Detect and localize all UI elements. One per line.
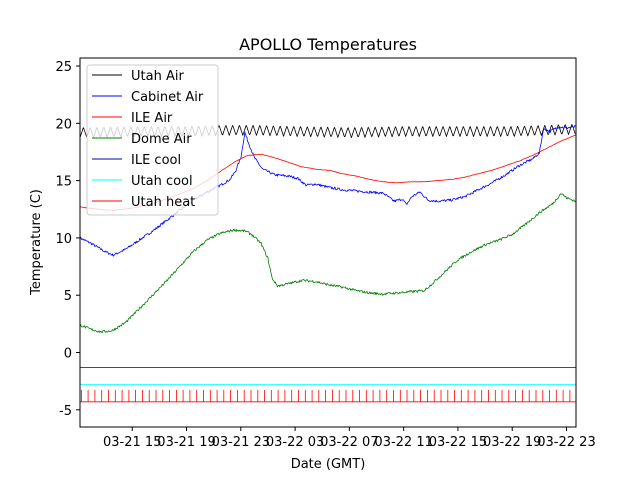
y-tick-label: 25 (55, 60, 72, 75)
y-tick-label: -5 (59, 404, 72, 419)
plot-frame (79, 57, 577, 428)
y-tick-label: 10 (55, 232, 72, 247)
y-tick-label: 0 (64, 347, 72, 362)
legend-label-utah-cool: Utah cool (131, 174, 193, 189)
y-tick-label: 15 (55, 175, 72, 190)
x-tick-label: 03-22 19 (483, 435, 541, 450)
legend-label-dome-air: Dome Air (131, 132, 192, 147)
legend: Utah Air Cabinet Air ILE Air Dome Air ILE co… (86, 64, 219, 216)
legend-label-ile-air: ILE Air (131, 111, 173, 126)
legend-label-utah-air: Utah Air (131, 69, 184, 84)
x-tick-label: 03-22 03 (266, 435, 324, 450)
y-axis-label: Temperature (C) (29, 189, 44, 296)
legend-label-ile-cool: ILE cool (131, 153, 181, 168)
y-tick-label: 20 (55, 117, 72, 132)
x-tick-label: 03-21 15 (103, 435, 161, 450)
x-tick-label: 03-22 11 (374, 435, 432, 450)
legend-frame (86, 64, 219, 216)
legend-label-cabinet-air: Cabinet Air (131, 90, 204, 105)
x-tick-label: 03-22 15 (429, 435, 487, 450)
x-tick-label: 03-21 23 (212, 435, 270, 450)
x-axis-label: Date (GMT) (291, 457, 366, 472)
y-axis: -5 0 5 10 15 20 25 (55, 60, 80, 419)
series-line-dome-air (80, 193, 576, 333)
legend-label-utah-heat: Utah heat (131, 195, 195, 210)
chart-title: APOLLO Temperatures (239, 35, 417, 54)
series-line-cabinet-air (80, 125, 576, 257)
series-line-utah-heat (80, 389, 576, 403)
x-tick-label: 03-22 07 (320, 435, 378, 450)
x-tick-label: 03-22 23 (537, 435, 595, 450)
x-tick-label: 03-21 19 (157, 435, 215, 450)
y-tick-label: 5 (64, 289, 72, 304)
